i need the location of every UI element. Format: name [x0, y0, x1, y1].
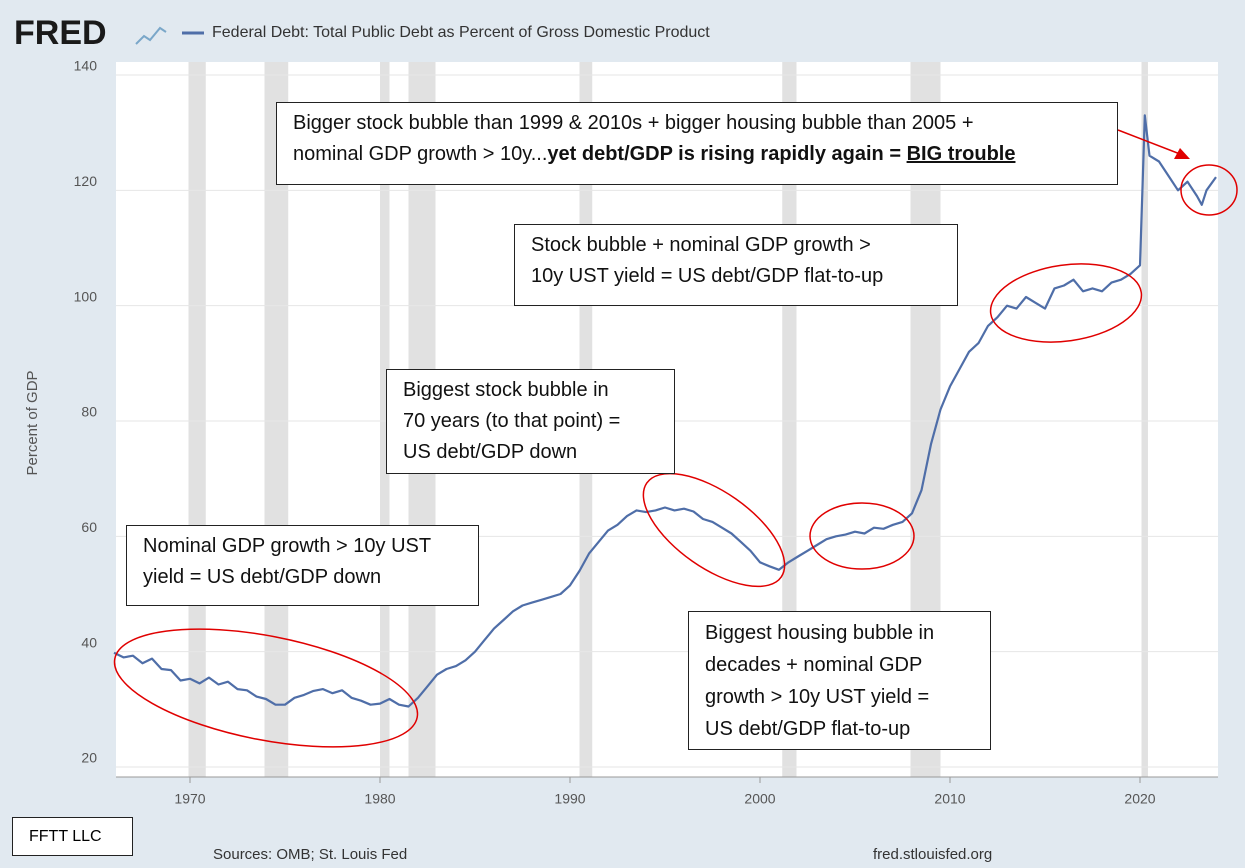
annotation-line: Biggest housing bubble in — [705, 622, 935, 644]
highlight-ellipse — [642, 472, 786, 588]
highlight-ellipse — [113, 628, 419, 748]
annotation: Biggest stock bubble in 70 years (to that… — [386, 369, 675, 474]
annotation-line: US debt/GDP flat-to-up — [705, 718, 911, 740]
y-tick-label: 60 — [81, 519, 97, 535]
annotation-line: Stock bubble + nominal GDP growth > — [531, 234, 871, 256]
annotation-underlined: BIG trouble — [906, 143, 1016, 165]
annotation-bold: yet debt/GDP is rising rapidly again = — [547, 143, 907, 165]
x-tick-label: 2000 — [744, 791, 775, 807]
annotation-line: Bigger stock bubble than 1999 & 2010s + … — [293, 112, 974, 134]
highlight-ellipse — [1180, 164, 1238, 216]
annotation-line: yield = US debt/GDP down — [143, 566, 382, 588]
annotation-text: nominal GDP growth > 10y... — [293, 143, 548, 165]
source: Sources: OMB; St. Louis Fed — [213, 846, 407, 863]
x-tick-label: 1970 — [174, 791, 205, 807]
credit: FFTT LLC — [12, 817, 133, 856]
annotation-line: 10y UST yield = US debt/GDP flat-to-up — [531, 265, 884, 287]
annotation-line: decades + nominal GDP — [705, 654, 923, 676]
annotation-line: Biggest stock bubble in — [403, 379, 609, 401]
y-axis-label: Percent of GDP — [24, 370, 41, 475]
highlight-ellipse — [809, 502, 915, 570]
x-tick-label: 2010 — [934, 791, 965, 807]
highlights — [113, 129, 1238, 748]
brand: FRED — [14, 14, 107, 52]
highlight-ellipse — [989, 263, 1143, 343]
x-tick-label: 1990 — [554, 791, 585, 807]
y-tick-label: 80 — [81, 404, 97, 420]
arrow — [1117, 129, 1181, 155]
recession-band — [188, 62, 206, 777]
annotation-line: 70 years (to that point) = — [403, 410, 621, 432]
x-tick-label: 1980 — [364, 791, 395, 807]
y-tick-label: 140 — [74, 58, 98, 74]
annotation: Biggest housing bubble in decades + nomin… — [688, 611, 991, 750]
annotation-line: nominal GDP growth > 10y...yet debt/GDP … — [293, 139, 1101, 170]
annotation-line: Nominal GDP growth > 10y UST — [143, 535, 432, 557]
y-tick-label: 100 — [74, 288, 98, 304]
url: fred.stlouisfed.org — [873, 846, 992, 863]
annotation-line: US debt/GDP down — [403, 441, 578, 463]
data-line — [113, 114, 1217, 708]
y-tick-label: 40 — [81, 634, 97, 650]
annotation: Bigger stock bubble than 1999 & 2010s + … — [276, 102, 1118, 185]
legend-label: Federal Debt: Total Public Debt as Perce… — [212, 24, 710, 41]
recession-band — [1141, 62, 1148, 777]
y-tick-label: 120 — [74, 173, 98, 189]
annotation: Nominal GDP growth > 10y UST yield = US d… — [126, 525, 479, 606]
annotation: Stock bubble + nominal GDP growth > 10y U… — [514, 224, 958, 306]
x-tick-label: 2020 — [1124, 791, 1155, 807]
y-tick-label: 20 — [81, 750, 97, 766]
arrow-head — [1174, 148, 1190, 159]
logo-icon — [135, 26, 167, 45]
annotation-line: growth > 10y UST yield = — [705, 686, 930, 708]
recession-band — [380, 62, 390, 777]
